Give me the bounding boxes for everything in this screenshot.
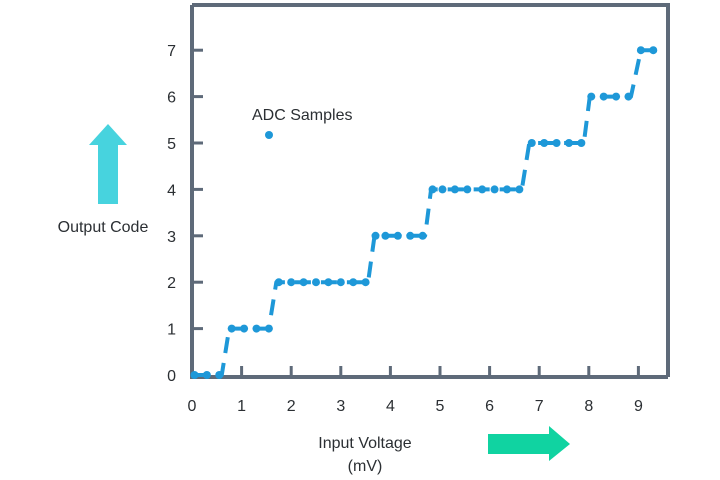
x-axis-unit: (mV) (348, 458, 383, 475)
y-tick-label: 3 (167, 229, 176, 246)
data-point (478, 185, 487, 194)
data-point (336, 278, 345, 287)
y-tick-label: 6 (167, 90, 176, 107)
right-arrow-decoration (488, 426, 570, 461)
x-tick-label: 4 (386, 398, 395, 415)
data-point (438, 185, 447, 194)
data-point (564, 139, 573, 147)
up-arrow-decoration (89, 124, 127, 204)
legend-marker (265, 131, 273, 139)
data-point (527, 139, 536, 147)
data-point (299, 278, 308, 287)
data-point (552, 139, 561, 147)
data-point (215, 371, 224, 379)
y-tick-label: 2 (167, 275, 176, 292)
data-point (649, 46, 658, 55)
x-tick-label: 9 (634, 398, 643, 415)
data-point (502, 185, 511, 194)
y-axis-title: Output Code (58, 219, 149, 236)
data-point (463, 185, 472, 194)
data-point (577, 139, 586, 147)
data-point (371, 231, 380, 240)
x-tick-label: 6 (485, 398, 494, 415)
data-point (612, 92, 621, 101)
data-point (227, 324, 236, 333)
x-axis-title: Input Voltage (318, 435, 412, 452)
data-point (240, 324, 249, 333)
x-tick-label: 8 (584, 398, 593, 415)
data-point (274, 278, 283, 287)
trend-line (192, 48, 656, 377)
x-tick-label: 0 (188, 398, 197, 415)
data-point (190, 371, 199, 379)
x-tick-label: 7 (535, 398, 544, 415)
x-tick-label: 5 (436, 398, 445, 415)
x-tick-label: 3 (336, 398, 345, 415)
data-point (393, 231, 402, 240)
data-point (264, 324, 273, 333)
data-point (587, 92, 596, 101)
data-point (418, 231, 427, 240)
data-point (490, 185, 499, 194)
data-point (624, 92, 633, 101)
data-point (349, 278, 358, 287)
legend-label: ADC Samples (252, 107, 352, 124)
data-point (252, 324, 261, 333)
y-tick-label: 5 (167, 136, 176, 153)
y-tick-label: 0 (167, 368, 176, 385)
plot-frame (192, 3, 670, 377)
y-tick-label: 1 (167, 322, 176, 339)
data-point (450, 185, 459, 194)
x-tick-label: 1 (237, 398, 246, 415)
data-point (287, 278, 296, 287)
x-tick-label: 2 (287, 398, 296, 415)
data-point (428, 185, 437, 194)
data-point (599, 92, 608, 101)
y-tick-label: 7 (167, 43, 176, 60)
data-point (202, 371, 211, 379)
data-point (312, 278, 320, 287)
data-point (361, 278, 370, 287)
data-point (636, 46, 645, 55)
data-point (515, 185, 524, 194)
data-point (540, 139, 549, 147)
data-point (406, 231, 415, 240)
data-point (324, 278, 333, 287)
data-point (381, 231, 390, 240)
y-tick-label: 4 (167, 182, 176, 199)
